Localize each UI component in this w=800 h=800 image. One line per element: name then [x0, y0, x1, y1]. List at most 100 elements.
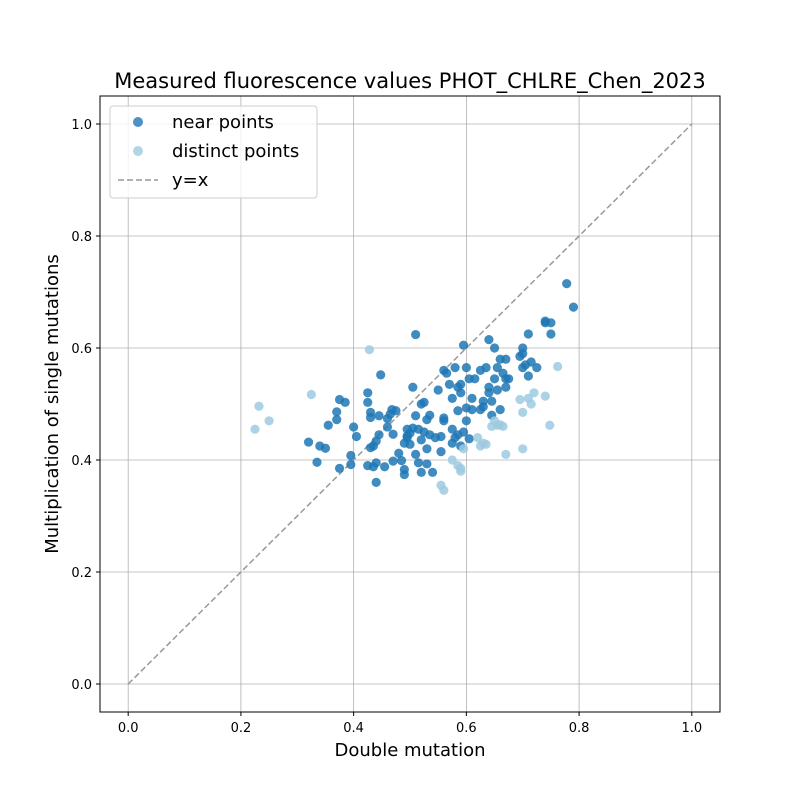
near-point [422, 459, 432, 469]
near-point [492, 385, 502, 395]
near-point [526, 357, 536, 367]
legend-marker-distinct [133, 146, 143, 156]
near-point [376, 370, 386, 380]
distinct-point [306, 389, 316, 400]
near-point [436, 431, 446, 442]
near-point [388, 456, 398, 466]
near-point [436, 447, 446, 457]
distinct-point [540, 391, 550, 401]
x-tick-label: 0.2 [231, 721, 252, 736]
near-point [523, 329, 533, 339]
near-point [416, 435, 426, 445]
legend-label-near: near points [172, 112, 274, 133]
near-point [391, 406, 401, 416]
distinct-point [518, 407, 528, 417]
near-point [495, 405, 505, 415]
near-point [371, 458, 381, 468]
near-point [323, 420, 333, 430]
distinct-point [439, 485, 449, 495]
near-point [411, 411, 421, 421]
distinct-point [529, 388, 539, 398]
x-tick-label: 0.8 [569, 721, 590, 736]
data-points [250, 279, 579, 495]
chart-title: Measured fluorescence values PHOT_CHLRE_… [114, 69, 706, 94]
near-point [489, 374, 500, 384]
near-point [399, 469, 409, 480]
near-point [332, 415, 342, 425]
legend-label-distinct: distinct points [172, 141, 299, 162]
x-tick-label: 0.4 [343, 721, 364, 736]
near-point [444, 379, 455, 389]
near-point [481, 363, 491, 373]
near-point [467, 405, 477, 415]
distinct-point [553, 361, 563, 372]
near-point [382, 422, 393, 432]
y-tick-label: 0.2 [71, 566, 92, 581]
near-point [419, 397, 429, 407]
near-point [501, 354, 511, 364]
x-tick-label: 0.6 [456, 721, 477, 736]
near-point [408, 382, 418, 392]
distinct-point [473, 433, 483, 443]
distinct-point [518, 444, 528, 454]
legend: near points distinct points y=x [109, 105, 318, 199]
y-tick-label: 0.4 [71, 454, 92, 469]
near-point [439, 416, 449, 426]
near-point [363, 388, 373, 398]
legend-box [109, 105, 318, 199]
plot-frame [99, 95, 721, 713]
near-point [374, 411, 384, 421]
near-point [303, 437, 314, 447]
near-point [411, 329, 421, 340]
distinct-point [498, 421, 508, 431]
near-point [492, 363, 502, 373]
y-tick-label: 0.0 [71, 678, 92, 693]
distinct-point [515, 394, 525, 405]
near-point [312, 457, 322, 467]
near-point [450, 363, 460, 373]
near-point [484, 388, 494, 398]
distinct-point [254, 401, 264, 411]
near-point [453, 406, 463, 416]
near-point [374, 430, 384, 440]
diagonal-line [127, 123, 693, 685]
near-point [546, 318, 556, 328]
near-point [346, 459, 356, 470]
near-point [489, 343, 500, 353]
near-point [447, 424, 457, 434]
x-tick-label: 1.0 [681, 721, 702, 736]
near-point [458, 427, 469, 437]
near-point [413, 458, 424, 468]
near-point [346, 450, 356, 461]
distinct-point [364, 345, 375, 355]
near-point [411, 449, 421, 459]
y-tick-label: 0.8 [71, 230, 92, 245]
near-point [478, 402, 488, 412]
near-point [546, 329, 556, 339]
near-point [518, 349, 528, 359]
near-point [365, 412, 376, 423]
near-point [532, 363, 542, 373]
near-point [523, 371, 533, 381]
near-point [562, 279, 572, 289]
near-point [425, 410, 435, 420]
near-point [467, 393, 477, 403]
near-point [461, 363, 471, 373]
legend-marker-near [133, 117, 143, 127]
near-point [380, 462, 390, 472]
near-point [447, 393, 457, 403]
distinct-point [250, 424, 260, 434]
near-point [456, 388, 466, 398]
x-tick-label: 0.0 [118, 721, 139, 736]
y-tick-label: 0.6 [71, 342, 92, 357]
near-point [433, 385, 443, 395]
near-point [396, 455, 407, 466]
near-point [416, 467, 426, 477]
near-point [470, 374, 480, 384]
near-point [332, 407, 342, 417]
x-axis-label: Double mutation [334, 740, 485, 761]
near-point [461, 416, 471, 426]
near-point [320, 443, 331, 453]
distinct-point [456, 466, 466, 476]
